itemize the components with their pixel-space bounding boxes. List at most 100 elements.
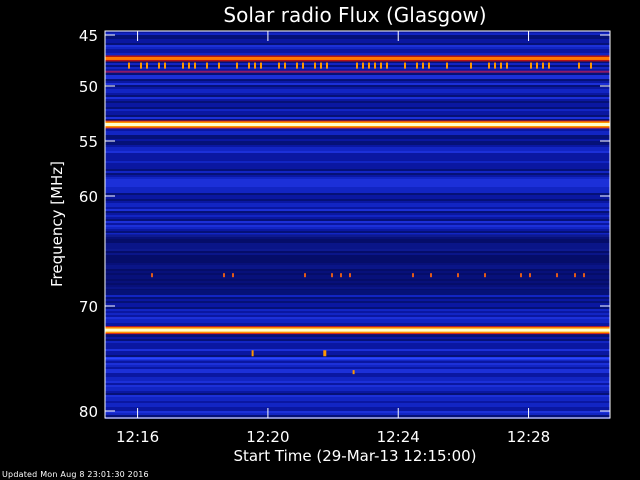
spectrogram-row [105,111,610,113]
spectrogram-row [105,207,610,209]
spectrogram-row [105,409,610,411]
burst-dot [536,62,538,69]
spectrogram-row [105,33,610,35]
spectrogram-row [105,225,610,227]
spectrogram-row [105,307,610,309]
spectrogram-row [105,415,610,417]
spectrogram-dark-band [105,234,610,290]
y-tick-label: 60 [79,188,98,206]
spectrogram-row [105,153,610,155]
spectrogram-row [105,143,610,145]
spectrogram-row [105,391,610,393]
y-tick-label: 80 [79,403,98,421]
plot-frame [104,30,611,419]
spectrogram-row [105,313,610,315]
burst-dot [352,370,355,375]
burst-dot [164,62,166,69]
spectrogram-row [105,377,610,379]
spectrogram-row [105,163,610,165]
spectrogram-row [105,187,610,189]
x-tick-label: 12:28 [507,428,550,446]
spectrogram-row [105,53,610,55]
spectrogram-row [105,89,610,91]
spectrogram-row [105,133,610,135]
spectrogram-row [105,181,610,183]
spectrogram-row [105,359,610,361]
burst-dot [542,62,544,69]
spectrogram-row [105,201,610,203]
spectrogram-row [105,99,610,101]
spectrogram-row [105,211,610,213]
spectrogram-row [105,401,610,403]
y-tick-label: 70 [79,298,98,316]
x-axis: 12:16 12:20 12:24 12:28 [116,31,550,446]
burst-dot [380,62,382,69]
spectrogram-row [105,369,610,371]
spectrogram-row [105,39,610,41]
spectrogram-row [105,155,610,157]
spectrogram-row [105,159,610,161]
burst-dot [484,273,486,278]
spectrogram-row [105,361,610,363]
burst-dot [362,62,364,69]
spectrogram-row [105,179,610,181]
spectrogram-row [105,385,610,387]
faint-band [105,70,610,73]
spectrogram-row [105,395,610,397]
spectrogram-row [105,229,610,231]
burst-dot [323,350,327,357]
spectrogram-row [105,387,610,389]
spectrogram-row [105,297,610,299]
spectrogram-row [105,375,610,377]
spectrogram-row [105,355,610,357]
burst-dot [340,273,342,278]
spectrogram-row [105,345,610,347]
spectrogram-row [105,61,610,63]
spectrogram-row [105,231,610,233]
burst-dot [284,62,286,69]
spectrogram-row [105,325,610,327]
burst-dot [548,62,550,69]
spectrogram-row [105,347,610,349]
burst-dot [194,62,196,69]
spectrogram-row [105,83,610,85]
burst-dot [326,62,328,69]
burst-dot [416,62,418,69]
burst-dot [430,273,432,278]
spectrogram-row [105,173,610,175]
spectrogram-row [105,291,610,293]
spectrogram-row [105,389,610,391]
spectrogram-row [105,311,610,313]
bright-band-core [105,123,610,126]
x-tick-label: 12:20 [246,428,289,446]
spectrogram-row [105,393,610,395]
burst-dot [254,62,256,69]
spectrogram-row [105,107,610,109]
spectrogram-row [105,365,610,367]
spectrogram-row [105,87,610,89]
spectrogram-row [105,351,610,353]
burst-dot [260,62,262,69]
burst-dot [470,62,472,69]
spectrogram-row [105,383,610,385]
spectrogram-row [105,315,610,317]
spectrogram-row [105,295,610,297]
burst-dot [488,62,490,69]
y-axis: 45 50 55 60 70 80 [79,27,610,421]
spectrogram-row [105,317,610,319]
spectrogram-row [105,135,610,137]
spectrogram-row [105,105,610,107]
spectrogram-row [105,323,610,325]
x-tick-label: 12:24 [377,428,420,446]
plot-area [105,31,610,419]
spectrogram-row [105,93,610,95]
faint-band [105,357,610,360]
burst-dot [236,62,238,69]
spectrogram-row [105,41,610,43]
bright-band-core [105,328,610,332]
spectrogram-row [105,177,610,179]
bright-band-core [105,56,610,60]
spectrogram-row [105,171,610,173]
spectrogram-row [105,165,610,167]
